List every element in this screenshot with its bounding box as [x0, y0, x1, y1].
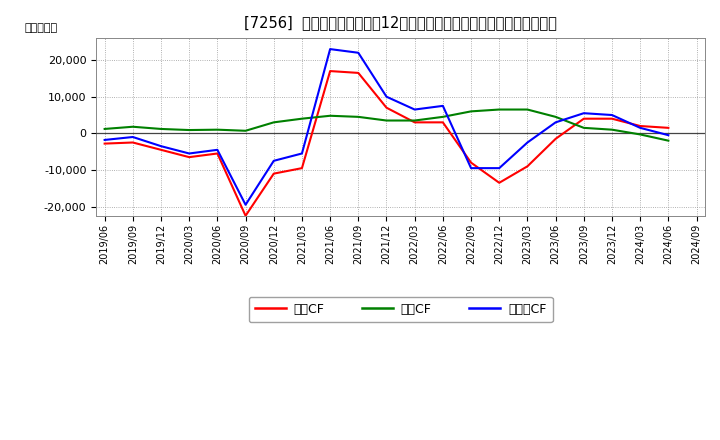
営業CF [128, 140, 137, 145]
営業CF [185, 154, 194, 160]
営業CF [523, 164, 532, 169]
営業CF [213, 151, 222, 156]
営業CF [438, 120, 447, 125]
フリーCF [213, 147, 222, 153]
Line: フリーCF: フリーCF [104, 49, 668, 205]
フリーCF [297, 151, 306, 156]
Line: 投賄CF: 投賄CF [104, 110, 668, 141]
営業CF [580, 116, 588, 121]
営業CF [354, 70, 363, 76]
フリーCF [410, 107, 419, 112]
フリーCF [438, 103, 447, 109]
営業CF [495, 180, 503, 185]
フリーCF [382, 94, 391, 99]
投賄CF [269, 120, 278, 125]
営業CF [552, 136, 560, 142]
フリーCF [269, 158, 278, 163]
フリーCF [523, 140, 532, 145]
投賄CF [354, 114, 363, 120]
営業CF [410, 120, 419, 125]
フリーCF [100, 137, 109, 143]
投賄CF [157, 126, 166, 132]
フリーCF [580, 110, 588, 116]
投賄CF [438, 114, 447, 120]
Line: 営業CF: 営業CF [104, 71, 668, 216]
営業CF [241, 213, 250, 218]
投賄CF [495, 107, 503, 112]
投賄CF [664, 138, 672, 143]
営業CF [100, 141, 109, 146]
投賄CF [100, 126, 109, 132]
営業CF [382, 105, 391, 110]
フリーCF [185, 151, 194, 156]
フリーCF [128, 134, 137, 139]
営業CF [326, 69, 335, 74]
投賄CF [410, 118, 419, 123]
投賄CF [552, 114, 560, 120]
投賄CF [185, 128, 194, 133]
営業CF [297, 165, 306, 171]
Title: [7256]  キャッシュフローの12か月移動合計の対前年同期増減額の推移: [7256] キャッシュフローの12か月移動合計の対前年同期増減額の推移 [244, 15, 557, 30]
投賄CF [608, 127, 616, 132]
フリーCF [664, 132, 672, 138]
フリーCF [467, 165, 475, 171]
フリーCF [241, 202, 250, 207]
営業CF [467, 160, 475, 165]
フリーCF [495, 165, 503, 171]
フリーCF [157, 143, 166, 149]
Y-axis label: （百万円）: （百万円） [24, 23, 58, 33]
投賄CF [382, 118, 391, 123]
フリーCF [552, 120, 560, 125]
投賄CF [636, 132, 644, 137]
Legend: 営業CF, 投賄CF, フリーCF: 営業CF, 投賄CF, フリーCF [248, 297, 552, 322]
投賄CF [297, 116, 306, 121]
投賄CF [523, 107, 532, 112]
フリーCF [354, 50, 363, 55]
フリーCF [326, 47, 335, 52]
営業CF [269, 171, 278, 176]
投賄CF [326, 113, 335, 118]
フリーCF [608, 112, 616, 117]
投賄CF [580, 125, 588, 131]
営業CF [608, 116, 616, 121]
フリーCF [636, 125, 644, 131]
投賄CF [241, 128, 250, 133]
営業CF [664, 125, 672, 131]
投賄CF [128, 124, 137, 129]
営業CF [157, 147, 166, 153]
投賄CF [213, 127, 222, 132]
投賄CF [467, 109, 475, 114]
営業CF [636, 123, 644, 128]
